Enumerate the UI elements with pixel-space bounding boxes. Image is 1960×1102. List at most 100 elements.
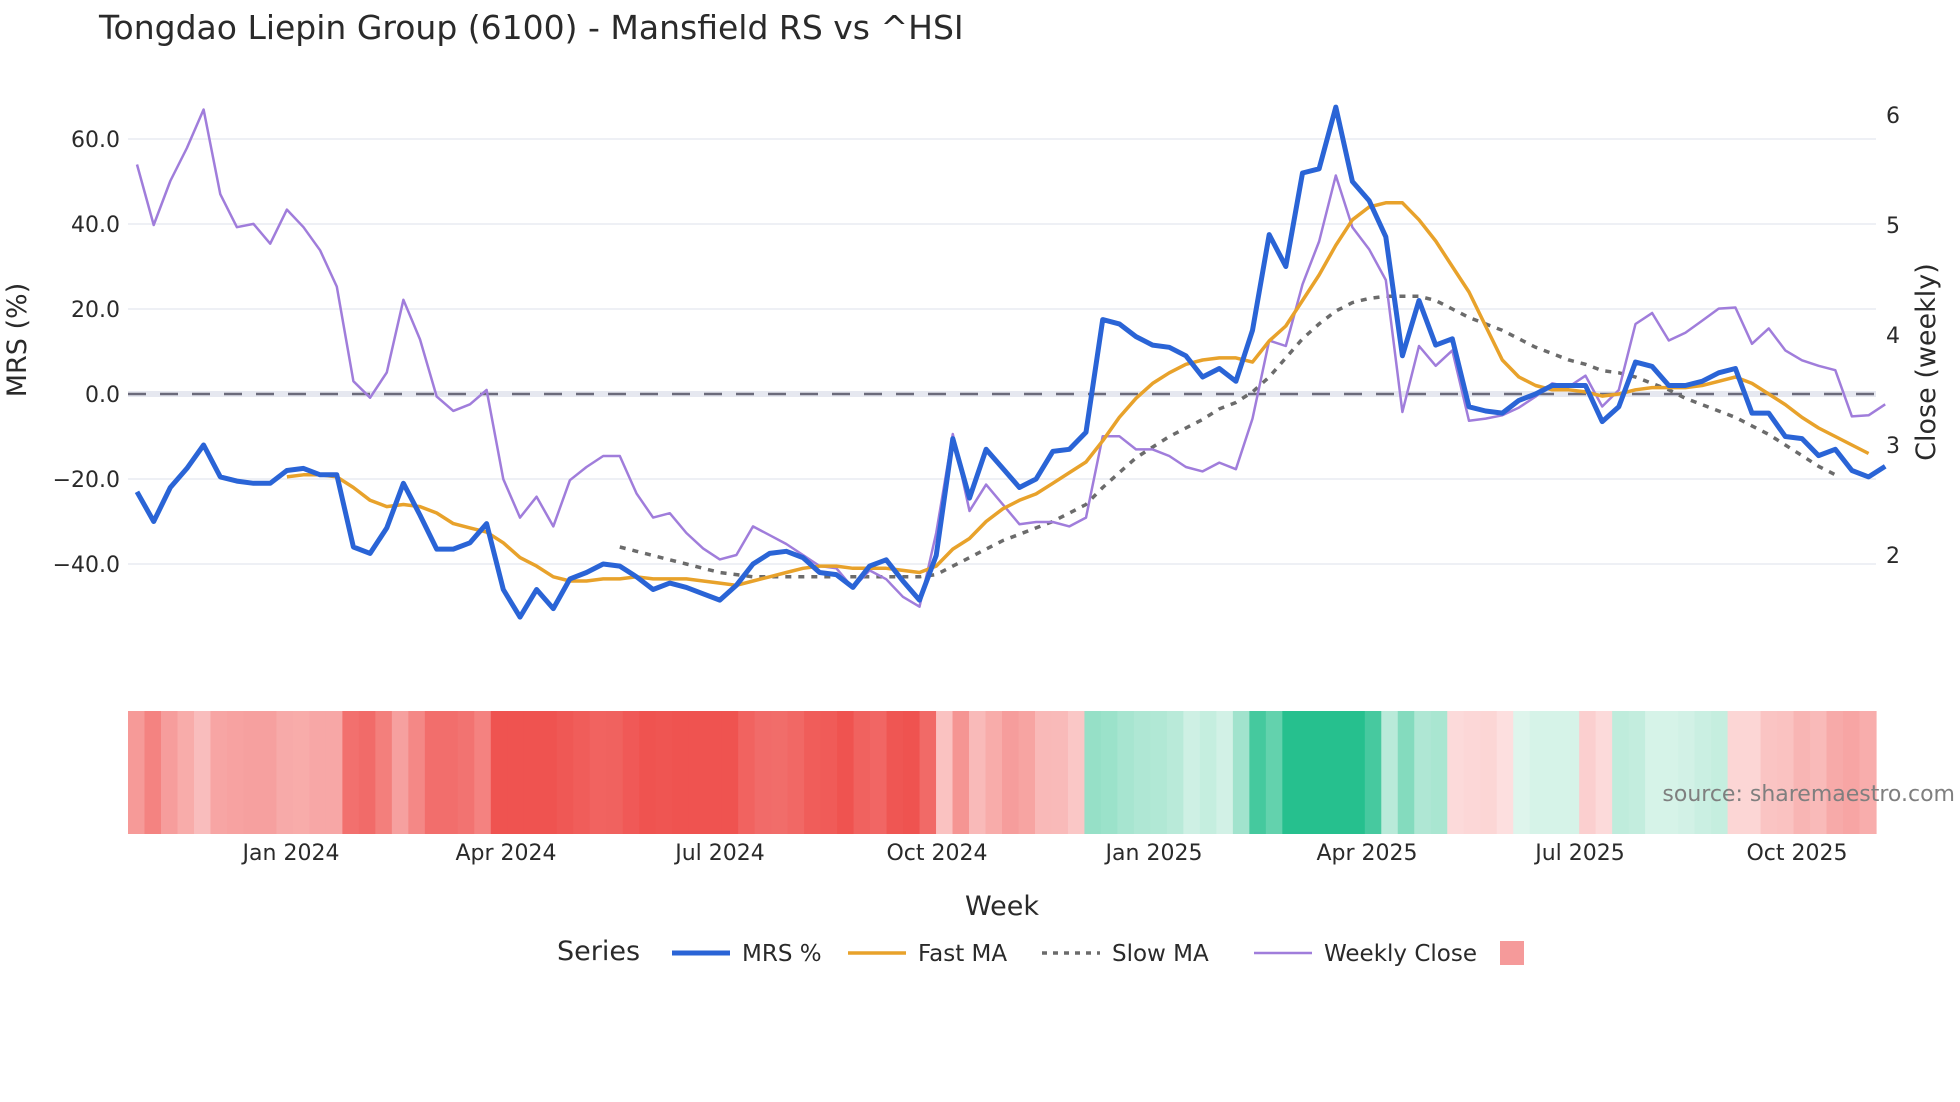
heat-cell [1826,711,1844,834]
heat-cell [688,711,706,834]
heat-cell [540,711,558,834]
heat-cell [721,711,739,834]
heat-cell [1793,711,1811,834]
y-right-tick: 5 [1886,214,1900,239]
heat-cell [474,711,492,834]
x-tick: Apr 2024 [455,841,556,866]
heat-cell [1183,711,1201,834]
heat-cell [1612,711,1630,834]
legend: Series MRS % Fast MA Slow MA Weekly Clos… [557,936,1524,967]
heat-cell [1397,711,1415,834]
heat-cell [754,711,772,834]
heat-cell [787,711,805,834]
heat-cell [1100,711,1119,834]
y-left-tick: −20.0 [53,468,120,493]
heat-cell [556,711,574,834]
x-axis-title: Week [965,891,1039,922]
x-tick: Apr 2025 [1316,841,1417,866]
y-right-tick: 6 [1886,104,1900,129]
y-left-tick: 60.0 [71,128,120,153]
heat-cell [919,711,937,834]
legend-item-weekly-close[interactable]: Weekly Close [1254,941,1477,967]
heat-cell [1843,711,1861,834]
mrs-line [134,104,1887,620]
heat-cell [1777,711,1795,834]
heat-cell [1529,711,1547,834]
heat-cell [1645,711,1663,834]
chart-title: Tongdao Liepin Group (6100) - Mansfield … [99,8,964,47]
mrs-heat-band [128,711,1877,834]
y-right-tick: 2 [1886,544,1900,569]
heat-cell [144,711,162,834]
heat-cell [160,711,179,834]
heat-cell [408,711,426,834]
heat-cell [1282,711,1300,834]
x-tick: Oct 2025 [1746,841,1847,866]
y-left-tick: −40.0 [53,553,120,578]
heat-cell [358,711,376,834]
heat-cell [1810,711,1828,834]
heat-cell [969,711,987,834]
heat-cell [309,711,327,834]
heat-cell [870,711,888,834]
x-axis: Jan 2024 Apr 2024 Jul 2024 Oct 2024 Jan 2025… [241,841,1848,866]
heat-cell [985,711,1003,834]
legend-item-fast-ma[interactable]: Fast MA [848,941,1007,967]
heat-cell [606,711,624,834]
heat-cell [1661,711,1679,834]
legend-label-mrs: MRS % [742,941,822,967]
heat-cell [441,711,459,834]
plot-lines [134,104,1887,620]
heat-cell [457,711,475,834]
legend-item-heat-band[interactable] [1500,941,1524,965]
heat-cell [1562,711,1580,834]
heat-cell [1364,711,1382,834]
heat-cell [1463,711,1481,834]
fast-ma-line [286,201,1870,588]
heat-cell [1117,711,1135,834]
y-left-tick: 20.0 [71,298,120,323]
y-axis-right: 6 5 4 3 2 [1886,104,1900,569]
heat-cell [1381,711,1399,834]
heat-cell [342,711,360,834]
heat-cell [804,711,822,834]
heat-cell [1546,711,1564,834]
y-right-tick: 3 [1886,434,1900,459]
heat-cell [573,711,591,834]
heat-cell [1018,711,1036,834]
heat-cell [128,711,146,834]
heat-cell [903,711,921,834]
legend-item-mrs[interactable]: MRS % [672,941,822,967]
heat-cell [226,711,245,834]
heat-cell [1051,711,1069,834]
y-axis-right-title: Close (weekly) [1911,263,1942,461]
weekly-close-line [135,108,1886,608]
heat-cell [1579,711,1597,834]
heat-cell [1727,711,1745,834]
heat-cell [1595,711,1613,834]
heat-cell [1331,711,1349,834]
heat-cell [589,711,607,834]
slow-ma-line [619,294,1837,579]
legend-swatch-heat-icon [1500,941,1524,965]
heat-cell [276,711,294,834]
heat-cell [1859,711,1877,834]
source-label: source: sharemaestro.com [1662,782,1955,807]
heat-cell [837,711,855,834]
legend-label-fast-ma: Fast MA [918,941,1007,967]
heat-cell [936,711,954,834]
heat-cell [1711,711,1729,834]
x-tick: Jul 2024 [673,841,765,866]
heat-cell [523,711,541,834]
heat-cell [655,711,673,834]
y-left-tick: 0.0 [85,383,120,408]
heat-cell [507,711,525,834]
heat-cell [1034,711,1053,834]
heat-cell [1298,711,1316,834]
heat-cell [193,711,212,834]
heat-cell [1232,711,1250,834]
heat-cell [1067,711,1086,834]
heat-cell [1678,711,1696,834]
legend-title: Series [557,936,640,967]
legend-item-slow-ma[interactable]: Slow MA [1042,941,1209,967]
